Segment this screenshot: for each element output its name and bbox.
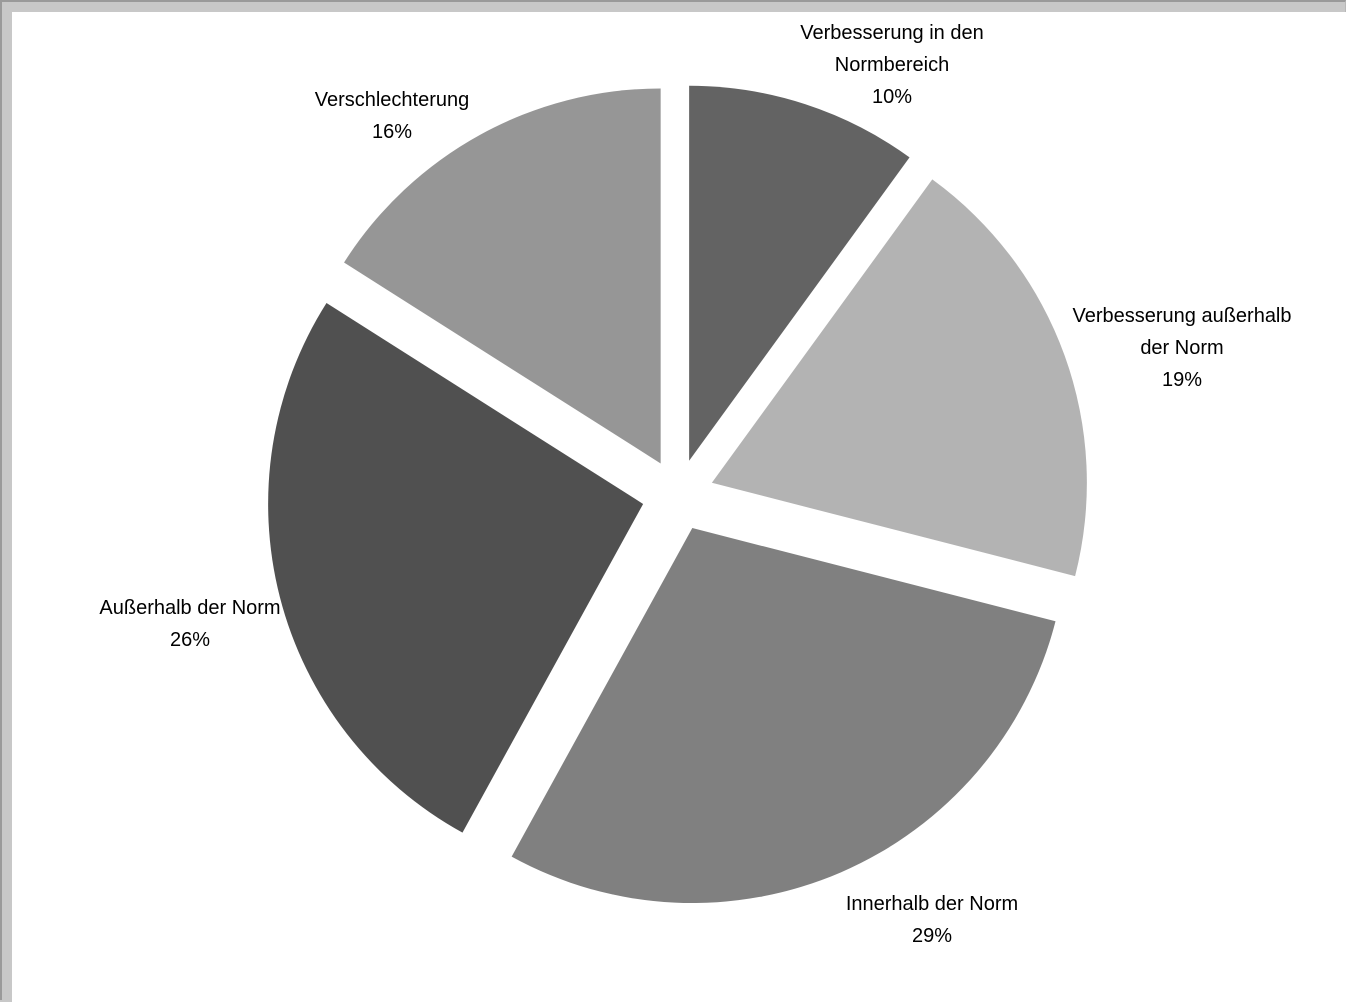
pie-slice xyxy=(344,88,661,464)
pie-chart: Verbesserung in denNormbereich10%Verbess… xyxy=(99,22,1291,947)
slice-category-label: Verschlechterung xyxy=(315,89,470,111)
slice-value-label: 10% xyxy=(872,86,912,108)
slice-label-group: Innerhalb der Norm 29% xyxy=(846,893,1018,947)
slice-category-label: Verbesserung in den xyxy=(800,22,983,44)
slice-value-label: 29% xyxy=(912,925,952,947)
slice-category-label: Innerhalb der Norm xyxy=(846,893,1018,915)
slice-label-group: Verschlechterung 16% xyxy=(315,89,470,143)
pie-slice xyxy=(268,303,644,833)
slice-value-label: 16% xyxy=(372,121,412,143)
slice-label-group: Verbesserung in den Normbereich 10% xyxy=(800,22,983,108)
slice-value-label: 19% xyxy=(1162,369,1202,391)
pie-slice xyxy=(511,528,1056,904)
pie-slice xyxy=(689,85,910,461)
pie-slice xyxy=(711,179,1087,577)
slice-category-label: Normbereich xyxy=(835,54,949,76)
slice-value-label: 26% xyxy=(170,629,210,651)
plot-area: Verbesserung in den Normbereich 10% Verbess… xyxy=(12,12,1346,1002)
slice-category-label: Außerhalb der Norm xyxy=(99,597,280,619)
slice-category-label: Verbesserung außerhalb xyxy=(1072,305,1291,327)
slice-label-group: Verbesserung außerhalb der Norm 19% xyxy=(1072,305,1291,391)
slice-label-group: Außerhalb der Norm 26% xyxy=(99,597,280,651)
slice-category-label: der Norm xyxy=(1140,337,1223,359)
